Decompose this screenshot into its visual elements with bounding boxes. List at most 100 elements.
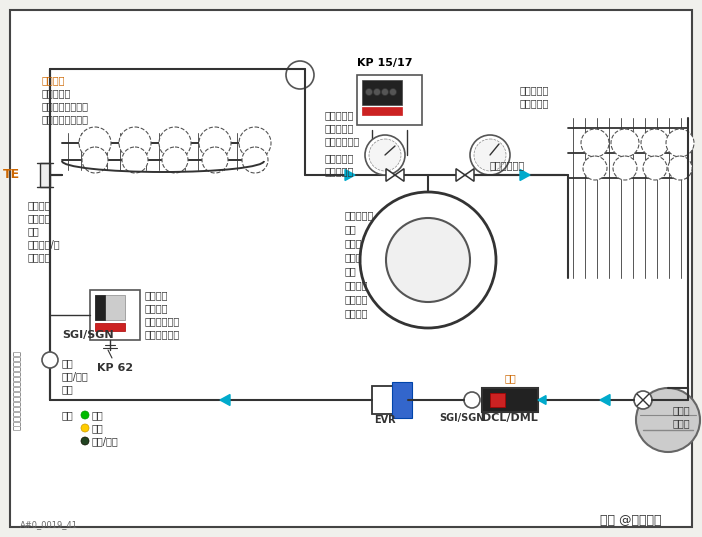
Bar xyxy=(372,386,408,414)
Circle shape xyxy=(390,89,397,96)
Circle shape xyxy=(666,129,694,157)
Text: 持续关闭: 持续关闭 xyxy=(28,252,51,262)
Text: 高吸入压力: 高吸入压力 xyxy=(325,110,355,120)
Text: 结霜阻塞: 结霜阻塞 xyxy=(42,75,65,85)
Circle shape xyxy=(643,156,667,180)
Bar xyxy=(490,393,505,407)
Text: 空气湿度过低: 空气湿度过低 xyxy=(145,329,180,339)
Text: 液体: 液体 xyxy=(62,358,74,368)
Circle shape xyxy=(474,139,506,171)
Text: 漂油: 漂油 xyxy=(345,266,357,276)
Text: 水击: 水击 xyxy=(345,224,357,234)
Text: 不完全除霜: 不完全除霜 xyxy=(42,88,72,98)
Bar xyxy=(362,107,402,115)
Circle shape xyxy=(634,391,652,409)
Bar xyxy=(95,295,125,320)
Circle shape xyxy=(464,392,480,408)
Text: 低吸入压力: 低吸入压力 xyxy=(325,123,355,133)
Circle shape xyxy=(242,147,268,173)
Circle shape xyxy=(373,89,380,96)
Circle shape xyxy=(42,352,58,368)
Text: 颜色: 颜色 xyxy=(62,410,74,420)
Text: 头条 @冷暖技术: 头条 @冷暖技术 xyxy=(600,513,661,526)
Text: 低液位: 低液位 xyxy=(673,418,691,428)
Circle shape xyxy=(360,192,496,328)
Text: 仅在热动式调节阀: 仅在热动式调节阀 xyxy=(42,101,89,111)
Text: 摆动吸入压力: 摆动吸入压力 xyxy=(325,136,360,146)
Circle shape xyxy=(583,156,607,180)
Text: 变色的油: 变色的油 xyxy=(345,280,369,290)
Text: 低吸入气温: 低吸入气温 xyxy=(325,166,355,176)
Circle shape xyxy=(202,147,228,173)
Text: 高油位: 高油位 xyxy=(345,238,363,248)
Circle shape xyxy=(159,127,191,159)
Text: 低温: 低温 xyxy=(504,373,516,383)
Text: 低冷凝压力: 低冷凝压力 xyxy=(520,98,550,108)
Circle shape xyxy=(119,127,151,159)
Circle shape xyxy=(668,156,692,180)
Text: 绿色: 绿色 xyxy=(92,410,104,420)
Circle shape xyxy=(381,89,388,96)
Text: 暖通空调实战技术维修手册（收藏）: 暖通空调实战技术维修手册（收藏） xyxy=(13,350,22,430)
Circle shape xyxy=(122,147,148,173)
Circle shape xyxy=(611,129,639,157)
Polygon shape xyxy=(386,169,395,182)
Circle shape xyxy=(239,127,271,159)
Text: 绿色/黑色: 绿色/黑色 xyxy=(92,436,119,446)
Text: 低过热度: 低过热度 xyxy=(28,213,51,223)
Circle shape xyxy=(369,139,401,171)
Text: KP 15/17: KP 15/17 xyxy=(357,58,413,68)
Circle shape xyxy=(162,147,188,173)
Bar xyxy=(90,290,140,340)
Circle shape xyxy=(82,147,108,173)
Text: 空气湿度过高: 空气湿度过高 xyxy=(145,316,180,326)
Text: 低油位: 低油位 xyxy=(345,252,363,262)
Circle shape xyxy=(365,135,405,175)
Bar xyxy=(95,295,105,320)
Bar xyxy=(95,323,125,331)
Text: 室温过低: 室温过低 xyxy=(145,290,168,300)
Circle shape xyxy=(581,129,609,157)
Text: 压缩机冷: 压缩机冷 xyxy=(345,294,369,304)
Text: SGI/SGN: SGI/SGN xyxy=(62,330,114,340)
Text: 蒸汽: 蒸汽 xyxy=(62,384,74,394)
Polygon shape xyxy=(465,169,474,182)
Circle shape xyxy=(286,61,314,89)
Text: 振动: 振动 xyxy=(28,226,40,236)
Text: EVR: EVR xyxy=(374,415,396,425)
Text: 和蒸发器入口结霜: 和蒸发器入口结霜 xyxy=(42,114,89,124)
Circle shape xyxy=(636,388,700,452)
Circle shape xyxy=(641,129,669,157)
Bar xyxy=(482,388,538,412)
Text: 高过热度: 高过热度 xyxy=(28,200,51,210)
Text: 高冷凝压力: 高冷凝压力 xyxy=(520,85,550,95)
Text: 周期性开/关: 周期性开/关 xyxy=(28,239,60,249)
Text: 高排放管温度: 高排放管温度 xyxy=(490,160,525,170)
Text: 室温过高: 室温过高 xyxy=(145,303,168,313)
Circle shape xyxy=(386,218,470,302)
Circle shape xyxy=(81,411,89,419)
Text: DCL/DML: DCL/DML xyxy=(482,413,538,423)
Polygon shape xyxy=(538,396,546,404)
Text: 高吸入气温: 高吸入气温 xyxy=(325,153,355,163)
Circle shape xyxy=(199,127,231,159)
Text: KP 62: KP 62 xyxy=(97,363,133,373)
Polygon shape xyxy=(345,170,355,180)
Text: 压缩机热: 压缩机热 xyxy=(345,308,369,318)
Text: 压缩机循环: 压缩机循环 xyxy=(345,210,374,220)
Circle shape xyxy=(81,424,89,432)
Circle shape xyxy=(470,135,510,175)
Text: SGI/SGN: SGI/SGN xyxy=(439,413,484,423)
Polygon shape xyxy=(600,395,610,405)
Circle shape xyxy=(81,437,89,445)
Bar xyxy=(392,382,412,418)
Bar xyxy=(357,75,422,125)
Bar xyxy=(40,163,50,187)
FancyBboxPatch shape xyxy=(24,61,312,209)
Circle shape xyxy=(79,127,111,159)
Text: TE: TE xyxy=(3,169,20,182)
Circle shape xyxy=(613,156,637,180)
Text: 蒸汽/液体: 蒸汽/液体 xyxy=(62,371,88,381)
Polygon shape xyxy=(395,169,404,182)
Text: 高液位: 高液位 xyxy=(673,405,691,415)
